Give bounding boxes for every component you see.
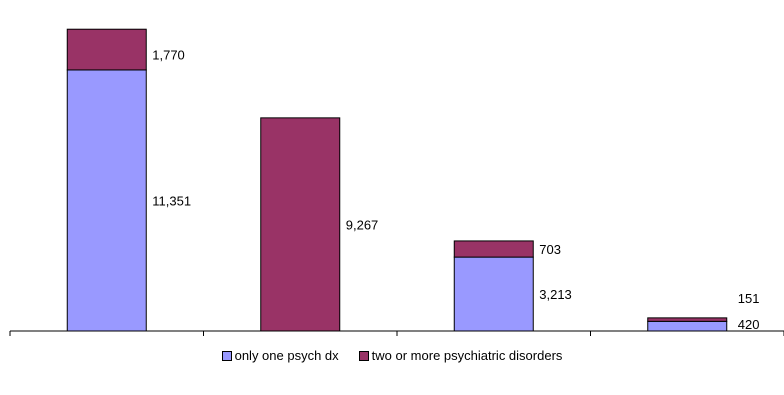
bar-dementia-series-2 — [66, 28, 147, 71]
legend-label-series-1: only one psych dx — [234, 348, 339, 363]
data-label-schizophrenia-series-1: 420 — [738, 317, 760, 332]
bar-depression-series-2 — [453, 240, 534, 258]
bar-dementia-series-1 — [66, 69, 147, 332]
legend-label-series-2: two or more psychiatric disorders — [371, 348, 563, 363]
data-label-dementia-series-2: 1,770 — [152, 48, 185, 63]
bar-depression-series-1 — [453, 256, 534, 332]
legend-item-series-2: two or more psychiatric disorders — [358, 348, 563, 363]
stacked-bar-chart: 11,3511,770Dementia9,267Anxiety3,213703D… — [9, 28, 784, 336]
data-label-depression-series-2: 703 — [539, 242, 561, 257]
data-label-depression-series-1: 3,213 — [539, 287, 572, 302]
legend-swatch-series-1 — [221, 350, 232, 361]
bar-anxiety-series-2 — [260, 117, 341, 332]
bar-schizophrenia-series-2 — [647, 317, 728, 322]
data-label-anxiety-series-2: 9,267 — [346, 217, 379, 232]
legend-swatch-series-2 — [358, 350, 369, 361]
data-label-schizophrenia-series-2: 151 — [738, 291, 760, 306]
legend: only one psych dx two or more psychiatri… — [0, 348, 784, 363]
bar-schizophrenia-series-1 — [647, 320, 728, 332]
legend-item-series-1: only one psych dx — [221, 348, 339, 363]
data-label-dementia-series-1: 11,351 — [152, 193, 191, 208]
